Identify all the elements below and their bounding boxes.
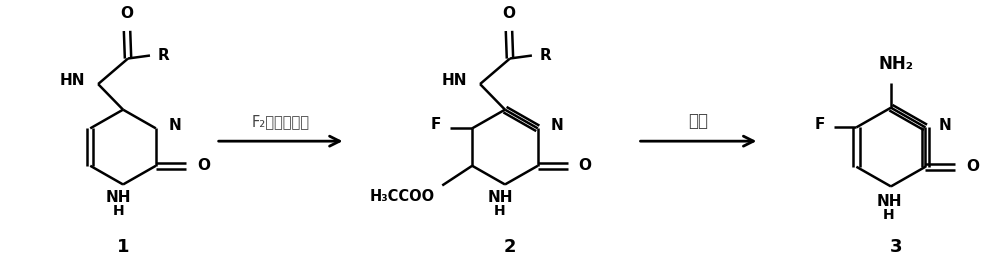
Text: N: N [551, 118, 564, 133]
Text: NH: NH [105, 190, 131, 205]
Text: O: O [966, 159, 979, 174]
Text: H: H [112, 204, 124, 218]
Text: NH₂: NH₂ [878, 55, 913, 73]
Text: 2: 2 [504, 238, 516, 256]
Text: N: N [169, 118, 182, 133]
Text: R: R [158, 48, 170, 63]
Text: O: O [121, 6, 134, 21]
Text: F₂，有机羚酸: F₂，有机羚酸 [252, 114, 310, 129]
Text: 1: 1 [117, 238, 129, 256]
Text: O: O [197, 158, 210, 173]
Text: 3: 3 [890, 238, 902, 256]
Text: N: N [938, 118, 951, 133]
Text: H₃CCOO: H₃CCOO [369, 189, 434, 204]
Text: F: F [431, 117, 441, 132]
Text: O: O [502, 6, 515, 21]
Text: 液氨: 液氨 [688, 113, 708, 131]
Text: R: R [540, 48, 552, 63]
Text: NH: NH [487, 190, 513, 205]
Text: HN: HN [442, 73, 467, 88]
Text: H: H [494, 204, 506, 218]
Text: HN: HN [60, 73, 85, 88]
Text: H: H [883, 208, 895, 222]
Text: F: F [815, 117, 825, 132]
Text: NH: NH [876, 194, 902, 209]
Text: O: O [579, 158, 592, 173]
